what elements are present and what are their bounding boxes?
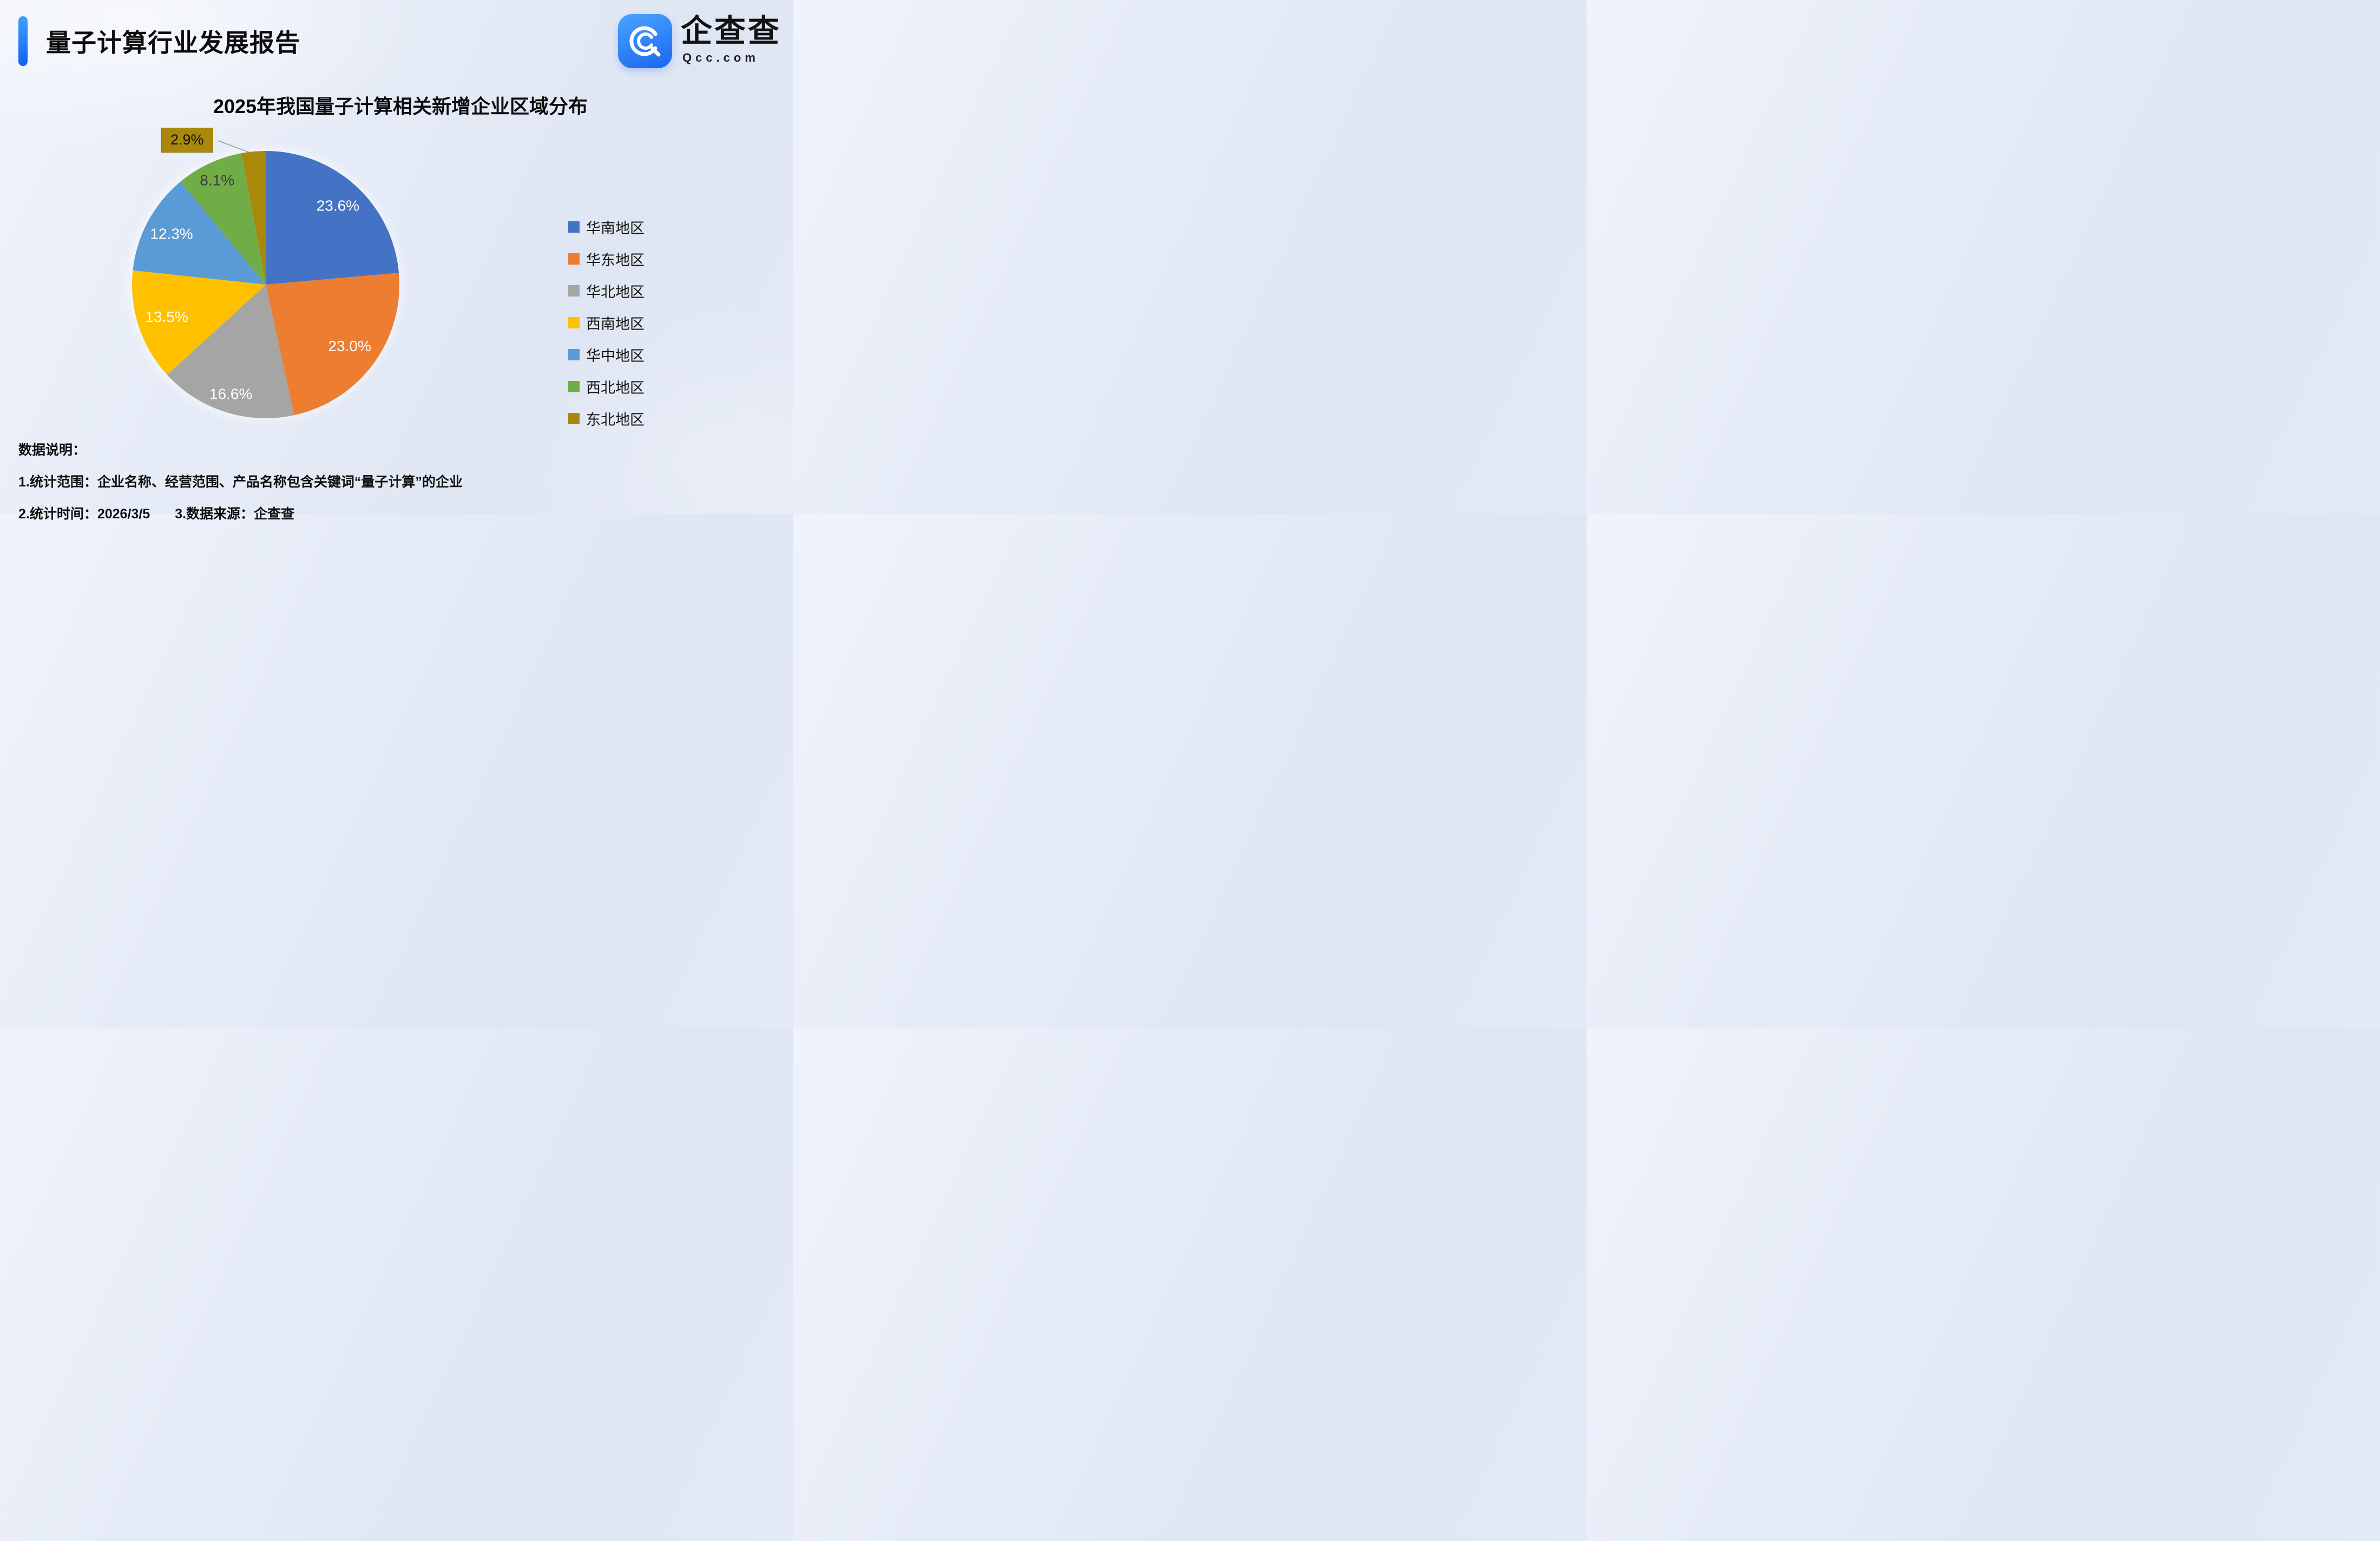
report-header: 量子计算行业发展报告 [18,16,300,66]
legend-label-华东地区: 华东地区 [586,252,645,268]
report-title: 量子计算行业发展报告 [46,29,300,57]
note-line-1: 1.统计范围：企业名称、经营范围、产品名称包含关键词“量子计算”的企业 [18,471,463,491]
note-line-1-text: 1.统计范围：企业名称、经营范围、产品名称包含关键词“量子计算”的企业 [18,475,463,490]
legend-item-华中地区: 华中地区 [568,344,645,365]
pie-slice-label-华北地区: 16.6% [209,385,252,402]
pie-slice-华北地区 [167,285,294,419]
legend-label-华中地区: 华中地区 [586,348,645,364]
qcc-logo-text: 企查查 Qcc.com [681,14,781,65]
chart-title: 2025年我国量子计算相关新增企业区域分布 [213,95,588,117]
notes-heading: 数据说明： [18,443,87,458]
qcc-swirl-icon [629,26,661,57]
legend-item-华东地区: 华东地区 [568,248,645,269]
callout-leader-line [218,140,251,153]
pie-slice-label-华南地区: 23.6% [317,197,359,214]
legend-item-华南地区: 华南地区 [568,216,645,238]
legend-swatch-西南地区 [568,317,580,328]
pie-slice-华中地区 [133,181,266,285]
callout-label: 2.9% [170,131,204,148]
legend-label-华南地区: 华南地区 [586,220,645,236]
legend-label-西南地区: 西南地区 [586,316,645,332]
chart-legend: 华南地区华东地区华北地区西南地区华中地区西北地区东北地区 [568,216,645,440]
pie-slice-label-华东地区: 23.0% [328,338,371,354]
pie-chart-svg: 23.6% 23.0% 16.6% 13.5% 12.3% 8.1% [132,140,400,419]
legend-item-华北地区: 华北地区 [568,280,645,301]
legend-swatch-华东地区 [568,253,580,265]
header-accent-bar [18,16,28,66]
legend-label-东北地区: 东北地区 [586,412,645,428]
qcc-logo: 企查查 Qcc.com [617,14,781,68]
legend-swatch-华中地区 [568,349,580,360]
pie-slice-label-西北地区: 8.1% [200,172,234,189]
qcc-logo-icon [617,14,672,68]
pie-slice-西南地区 [132,270,266,375]
pie-chart: 23.6% 23.0% 16.6% 13.5% 12.3% 8.1% [108,119,428,449]
note-gap [150,503,175,523]
legend-swatch-华北地区 [568,285,580,297]
callout-box: 2.9% [161,128,213,153]
legend-swatch-东北地区 [568,413,580,424]
pie-slice-东北地区 [241,151,266,285]
pie-slice-西北地区 [180,153,266,285]
legend-item-西南地区: 西南地区 [568,312,645,333]
note-source: 3.数据来源：企查查 [175,506,295,522]
legend-swatch-西北地区 [568,381,580,392]
pie-slice-label-华中地区: 12.3% [150,225,193,242]
legend-swatch-华南地区 [568,221,580,233]
legend-item-东北地区: 东北地区 [568,408,645,429]
qcc-logo-name: 企查查 [680,14,781,49]
legend-label-西北地区: 西北地区 [586,380,645,396]
note-line-2: 2.统计时间：2026/3/5 3.数据来源：企查查 [18,503,463,523]
pie-slice-label-西南地区: 13.5% [145,308,188,325]
note-time: 2.统计时间：2026/3/5 [18,506,150,522]
pie-slice-华东地区 [266,273,400,416]
pie-slice-华南地区 [266,151,399,285]
legend-label-华北地区: 华北地区 [586,284,645,300]
data-notes: 数据说明： 1.统计范围：企业名称、经营范围、产品名称包含关键词“量子计算”的企… [18,439,463,523]
legend-item-西北地区: 西北地区 [568,376,645,397]
qcc-logo-domain: Qcc.com [682,50,759,64]
